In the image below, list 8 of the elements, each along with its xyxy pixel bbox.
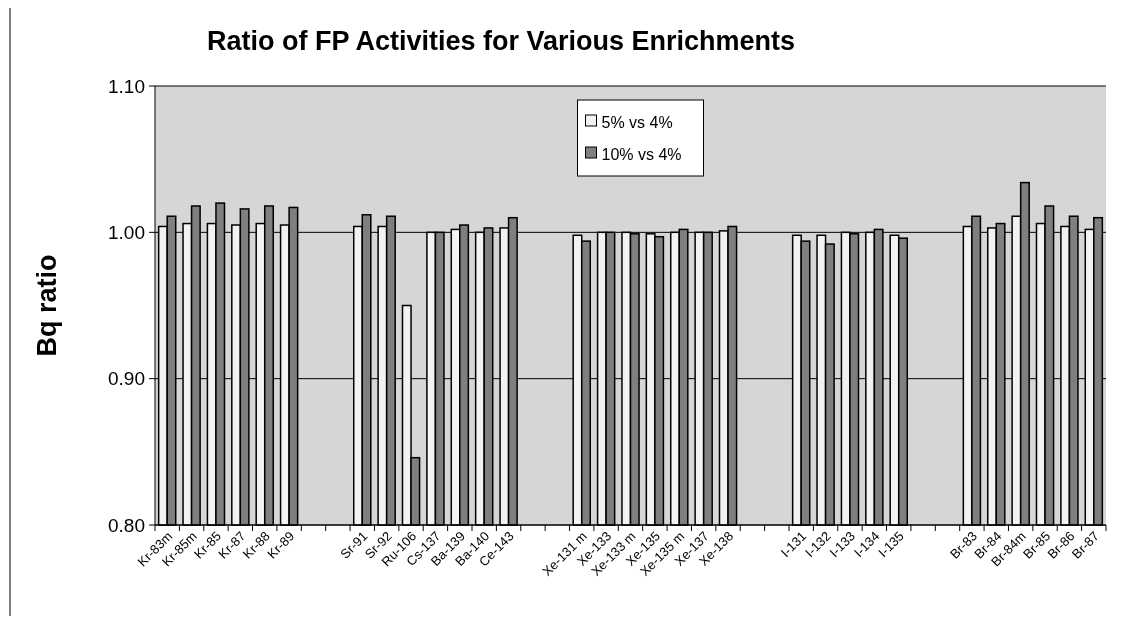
y-tick-label: 0.90 xyxy=(108,368,145,390)
chart-title: Ratio of FP Activities for Various Enrichments xyxy=(206,26,796,56)
y-tick-label: 1.00 xyxy=(108,221,145,243)
y-tick-label: 1.10 xyxy=(108,75,145,97)
y-tick-label: 0.80 xyxy=(108,514,145,536)
legend-label: 5% vs 4% xyxy=(601,113,673,131)
y-axis-title: Bq ratio xyxy=(32,254,62,357)
legend-label: 10% vs 4% xyxy=(601,145,682,163)
